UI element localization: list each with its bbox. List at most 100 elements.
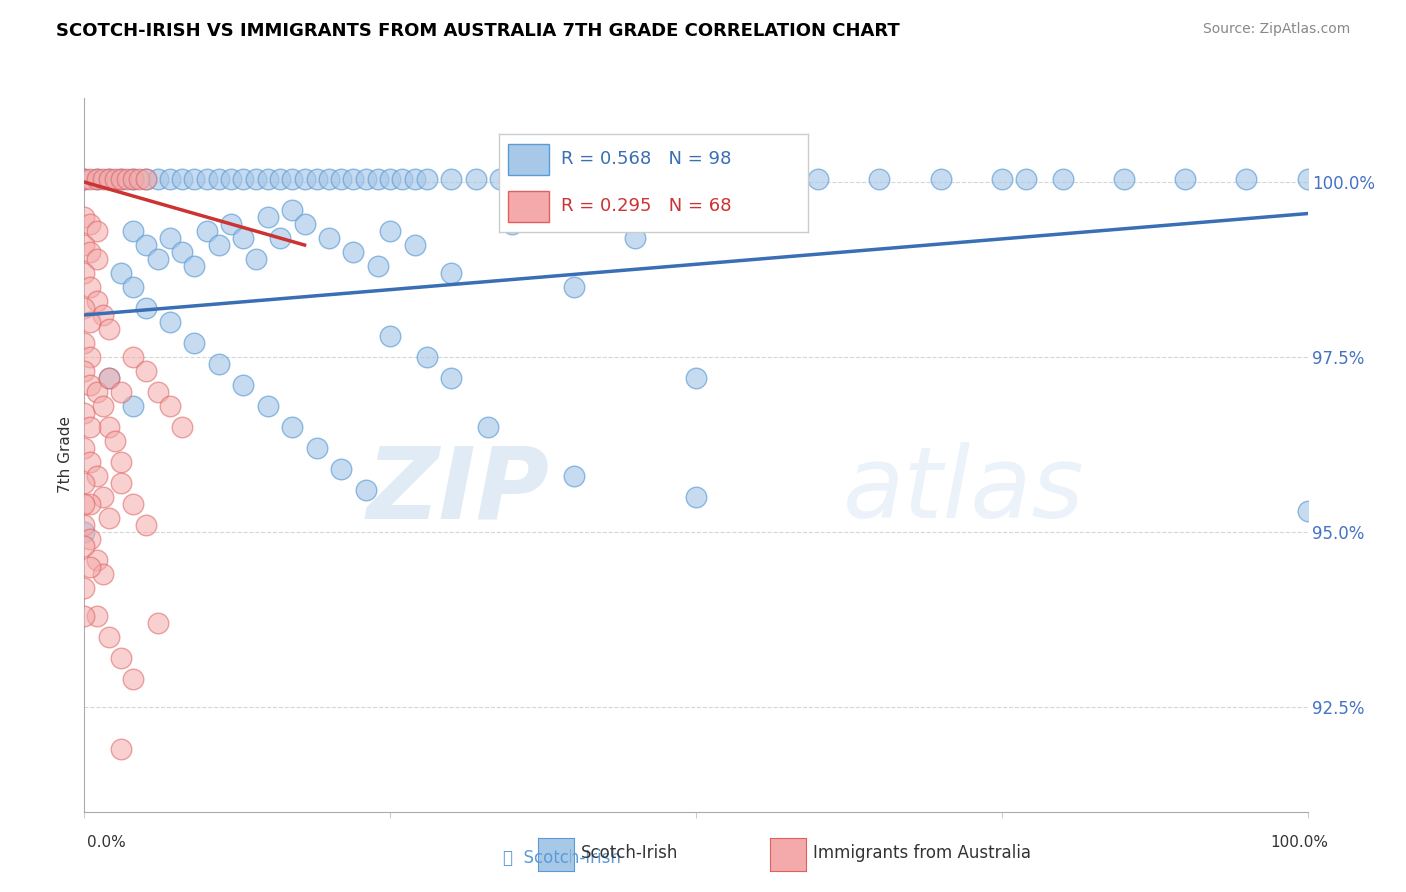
Point xyxy=(73,608,96,623)
Point xyxy=(97,171,120,186)
Text: □: □ xyxy=(551,843,574,867)
Point xyxy=(294,217,316,231)
Point xyxy=(281,202,304,217)
Point xyxy=(1296,504,1319,518)
Point xyxy=(269,171,291,186)
Point xyxy=(245,252,267,266)
Point xyxy=(86,293,108,308)
Point xyxy=(86,469,108,483)
Point xyxy=(91,308,114,322)
Point xyxy=(79,350,101,364)
Point xyxy=(73,406,96,420)
Point xyxy=(354,483,377,497)
Point xyxy=(73,266,96,280)
Point xyxy=(538,171,561,186)
Point xyxy=(110,171,132,186)
Point xyxy=(73,210,96,224)
Point xyxy=(79,559,101,574)
Point xyxy=(330,462,353,476)
Point xyxy=(91,566,114,581)
Point xyxy=(110,171,132,186)
Point xyxy=(318,231,340,245)
Point xyxy=(513,171,536,186)
Point xyxy=(1174,171,1197,186)
Point xyxy=(354,171,377,186)
Point xyxy=(122,399,145,413)
Text: SCOTCH-IRISH VS IMMIGRANTS FROM AUSTRALIA 7TH GRADE CORRELATION CHART: SCOTCH-IRISH VS IMMIGRANTS FROM AUSTRALI… xyxy=(56,22,900,40)
Y-axis label: 7th Grade: 7th Grade xyxy=(58,417,73,493)
Point xyxy=(110,455,132,469)
Point xyxy=(281,420,304,434)
Point xyxy=(172,171,194,186)
Point xyxy=(294,171,316,186)
Point xyxy=(122,280,145,294)
Point xyxy=(73,497,96,511)
Point xyxy=(135,171,157,186)
Point xyxy=(391,171,413,186)
Bar xyxy=(509,144,548,175)
Point xyxy=(122,171,145,186)
Point xyxy=(342,245,364,260)
Point xyxy=(91,399,114,413)
Text: 100.0%: 100.0% xyxy=(1271,836,1329,850)
Point xyxy=(79,217,101,231)
Point xyxy=(79,171,101,186)
Text: atlas: atlas xyxy=(842,442,1084,539)
Point xyxy=(232,171,254,186)
Point xyxy=(685,490,707,504)
Text: ZIP: ZIP xyxy=(366,442,550,539)
Point xyxy=(869,171,891,186)
Point xyxy=(257,399,280,413)
Point xyxy=(208,357,231,371)
Point xyxy=(122,171,145,186)
Point xyxy=(562,171,585,186)
Point xyxy=(135,364,157,378)
Point xyxy=(305,171,328,186)
Point xyxy=(122,224,145,238)
Point xyxy=(104,171,127,186)
Point xyxy=(97,511,120,525)
Point xyxy=(172,245,194,260)
Point xyxy=(86,224,108,238)
Point xyxy=(1296,171,1319,186)
Point xyxy=(416,171,439,186)
Point xyxy=(380,224,402,238)
Point xyxy=(115,171,138,186)
Point xyxy=(79,455,101,469)
Point xyxy=(219,171,242,186)
Point xyxy=(79,532,101,546)
Point xyxy=(146,615,169,630)
Point xyxy=(416,350,439,364)
Point xyxy=(281,171,304,186)
Point xyxy=(73,301,96,315)
Point xyxy=(135,517,157,532)
Point xyxy=(245,171,267,186)
Text: R = 0.295   N = 68: R = 0.295 N = 68 xyxy=(561,197,731,215)
Point xyxy=(562,469,585,483)
Point xyxy=(97,322,120,336)
Point xyxy=(110,475,132,490)
Point xyxy=(86,608,108,623)
Point xyxy=(79,497,101,511)
Point xyxy=(122,497,145,511)
Point xyxy=(208,238,231,252)
Point xyxy=(367,171,389,186)
Point xyxy=(73,336,96,351)
Point xyxy=(128,171,150,186)
Point xyxy=(91,171,114,186)
Point xyxy=(86,553,108,567)
Text: ⬜  Scotch-Irish: ⬜ Scotch-Irish xyxy=(503,849,621,867)
Point xyxy=(79,315,101,329)
Point xyxy=(929,171,952,186)
Point xyxy=(440,171,463,186)
Point xyxy=(257,210,280,224)
Point xyxy=(159,399,181,413)
Point xyxy=(464,171,486,186)
Point xyxy=(122,350,145,364)
Point xyxy=(73,364,96,378)
Point xyxy=(318,171,340,186)
Point xyxy=(79,420,101,434)
Point xyxy=(79,280,101,294)
Point xyxy=(110,741,132,756)
Point xyxy=(110,266,132,280)
